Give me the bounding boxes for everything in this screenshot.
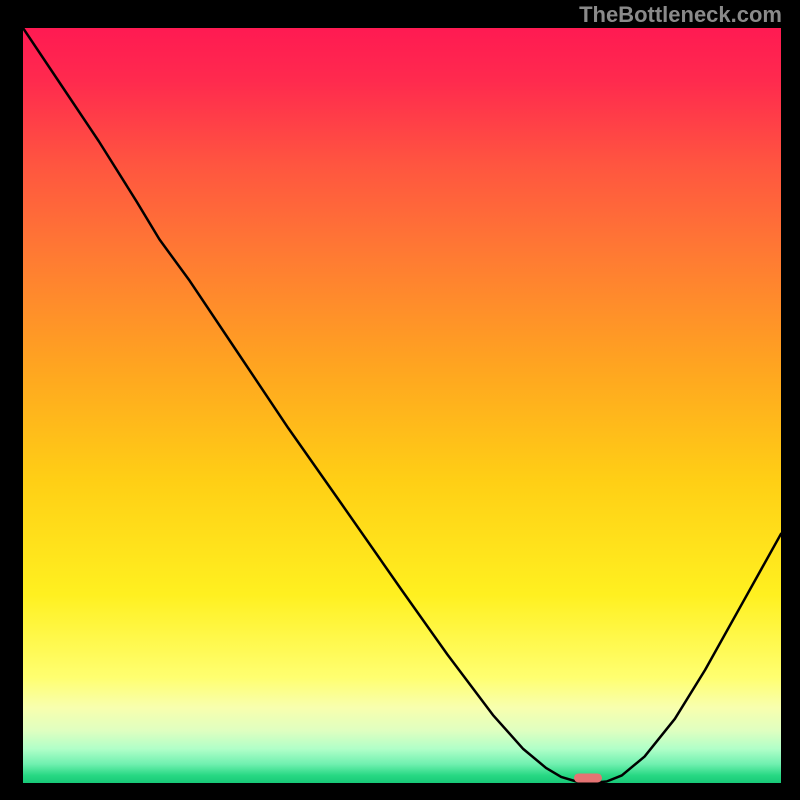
gradient-background bbox=[23, 28, 781, 783]
optimal-marker bbox=[574, 773, 602, 782]
plot-area bbox=[23, 28, 781, 783]
watermark-text: TheBottleneck.com bbox=[579, 2, 782, 28]
